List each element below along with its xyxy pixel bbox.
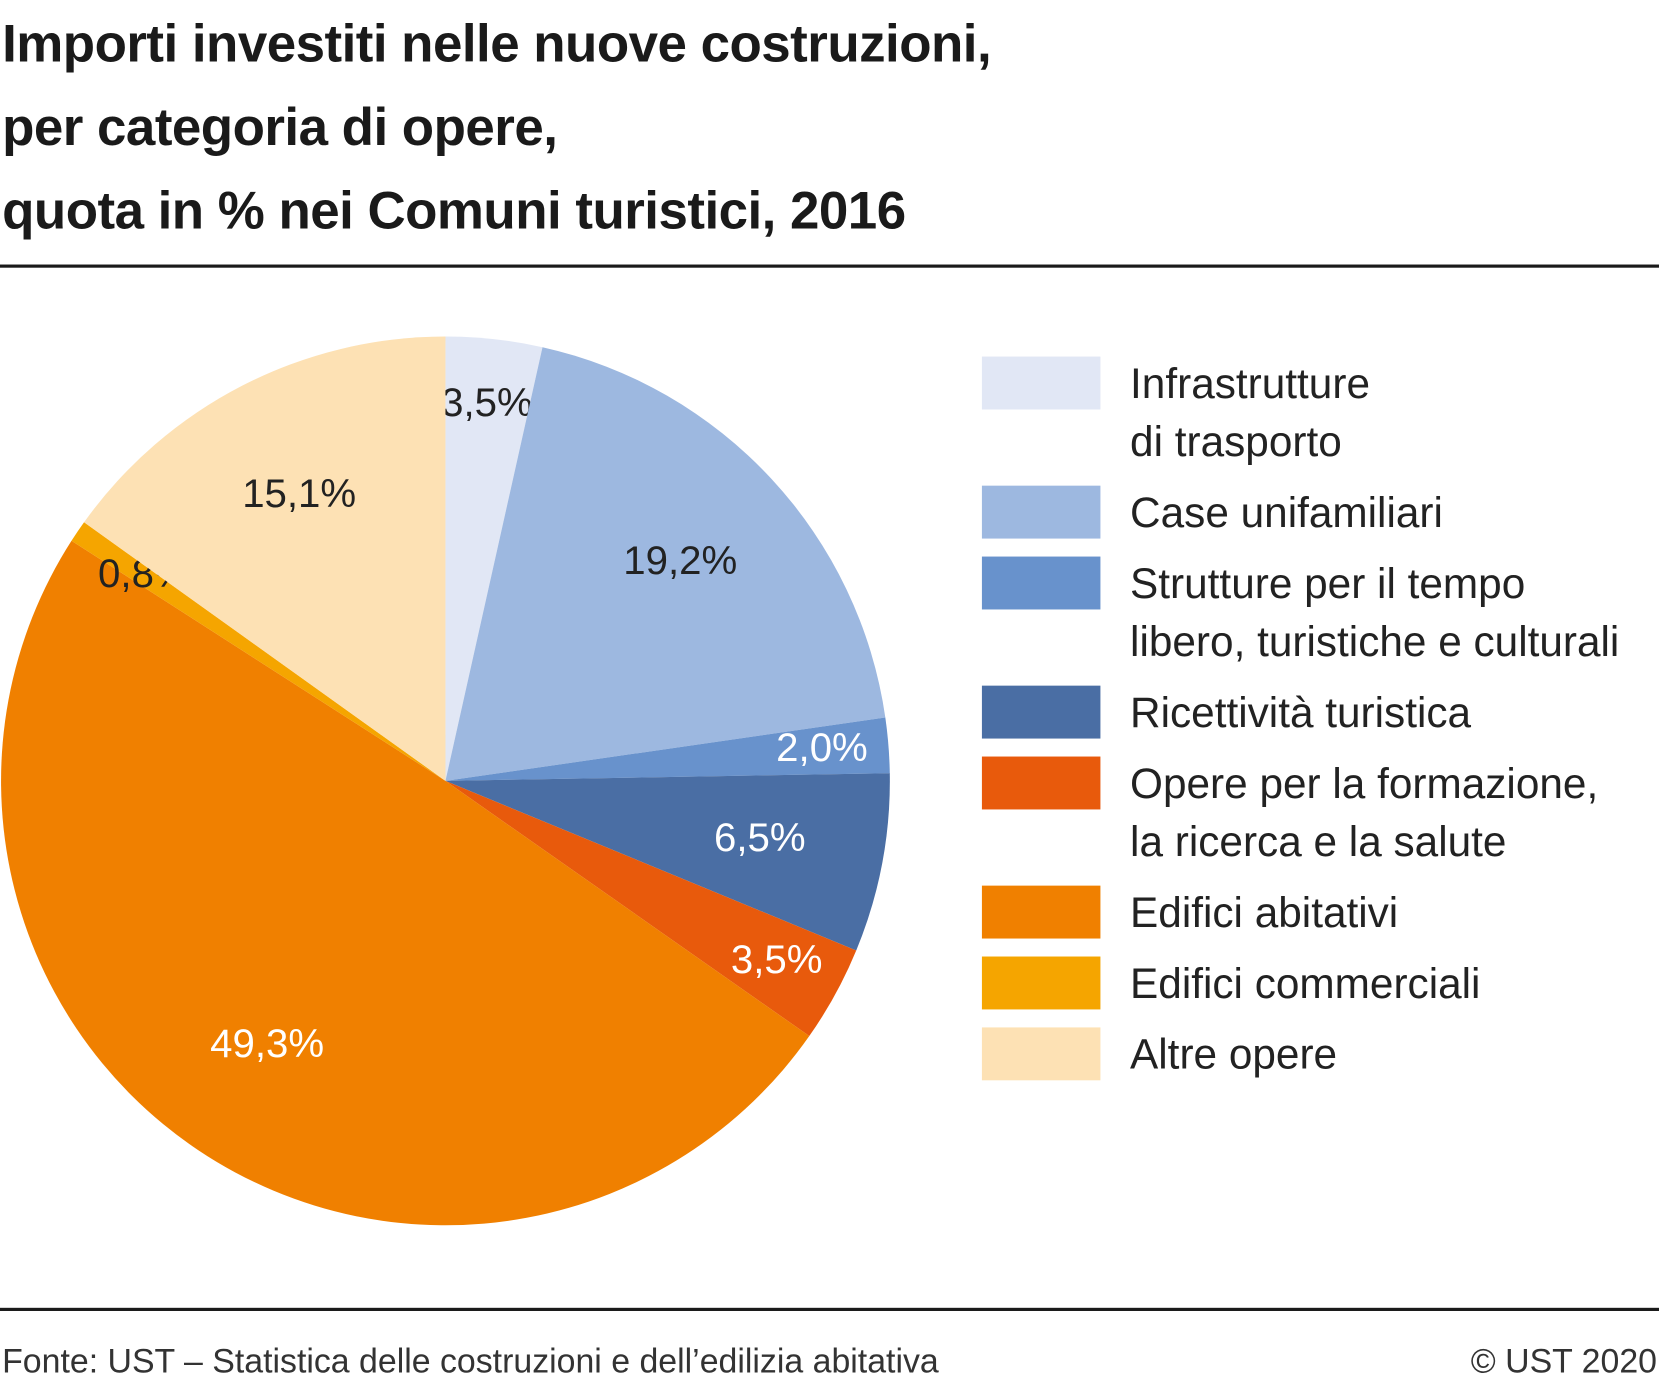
copyright: © UST 2020	[1470, 1341, 1657, 1380]
legend-item: Opere per la formazione, la ricerca e la…	[981, 755, 1619, 871]
legend-swatch	[981, 556, 1101, 610]
legend-label: Strutture per il tempo libero, turistich…	[1130, 560, 1620, 666]
legend-swatch	[981, 1027, 1101, 1081]
legend-swatch	[981, 356, 1101, 410]
legend-item: Edifici abitativi	[981, 885, 1619, 943]
legend-swatch	[981, 956, 1101, 1010]
legend: Infrastrutture di trasporto Case unifamil…	[981, 356, 1620, 1085]
legend-label: Infrastrutture di trasporto	[1130, 360, 1370, 466]
pie: 3,5%19,2%2,0%6,5%3,5%49,3%0,8%15,1%	[1, 336, 890, 1226]
data-label: 3,5%	[441, 380, 533, 425]
legend-item: Altre opere	[981, 1026, 1619, 1084]
pie-slice	[445, 773, 890, 951]
rule	[0, 1307, 1659, 1311]
legend-label: Case unifamiliari	[1130, 489, 1443, 537]
data-label: 15,1%	[242, 471, 356, 516]
data-label: 2,0%	[776, 725, 868, 770]
chart-title: Importi investiti nelle nuove costruzion…	[2, 13, 992, 241]
legend-item: Ricettività turistica	[981, 685, 1619, 743]
pie-slice	[445, 717, 890, 781]
legend-swatch	[981, 756, 1101, 810]
legend-label: Edifici commerciali	[1130, 960, 1481, 1008]
pie-slice	[445, 347, 886, 781]
data-label: 3,5%	[731, 937, 823, 982]
legend-item: Case unifamiliari	[981, 485, 1619, 543]
legend-swatch	[981, 885, 1101, 939]
legend-label: Altre opere	[1130, 1031, 1338, 1079]
source: Fonte: UST – Statistica delle costruzion…	[2, 1341, 939, 1380]
legend-item: Infrastrutture di trasporto	[981, 356, 1619, 472]
legend-item: Edifici commerciali	[981, 955, 1619, 1013]
pie-slice	[1, 540, 810, 1226]
pie-slice	[71, 522, 446, 781]
legend-item: Strutture per il tempo libero, turistich…	[981, 556, 1620, 672]
pie-slice	[445, 336, 543, 781]
pie-slice	[445, 780, 857, 1037]
legend-swatch	[981, 485, 1101, 539]
data-label: 19,2%	[623, 538, 737, 583]
legend-label: Edifici abitativi	[1130, 889, 1399, 937]
data-label: 49,3%	[210, 1021, 324, 1066]
pie-slice	[84, 336, 446, 781]
legend-swatch	[981, 685, 1101, 739]
rule	[0, 264, 1659, 268]
data-label: 6,5%	[714, 815, 806, 860]
legend-label: Opere per la formazione, la ricerca e la…	[1130, 760, 1599, 866]
legend-label: Ricettività turistica	[1130, 689, 1472, 737]
